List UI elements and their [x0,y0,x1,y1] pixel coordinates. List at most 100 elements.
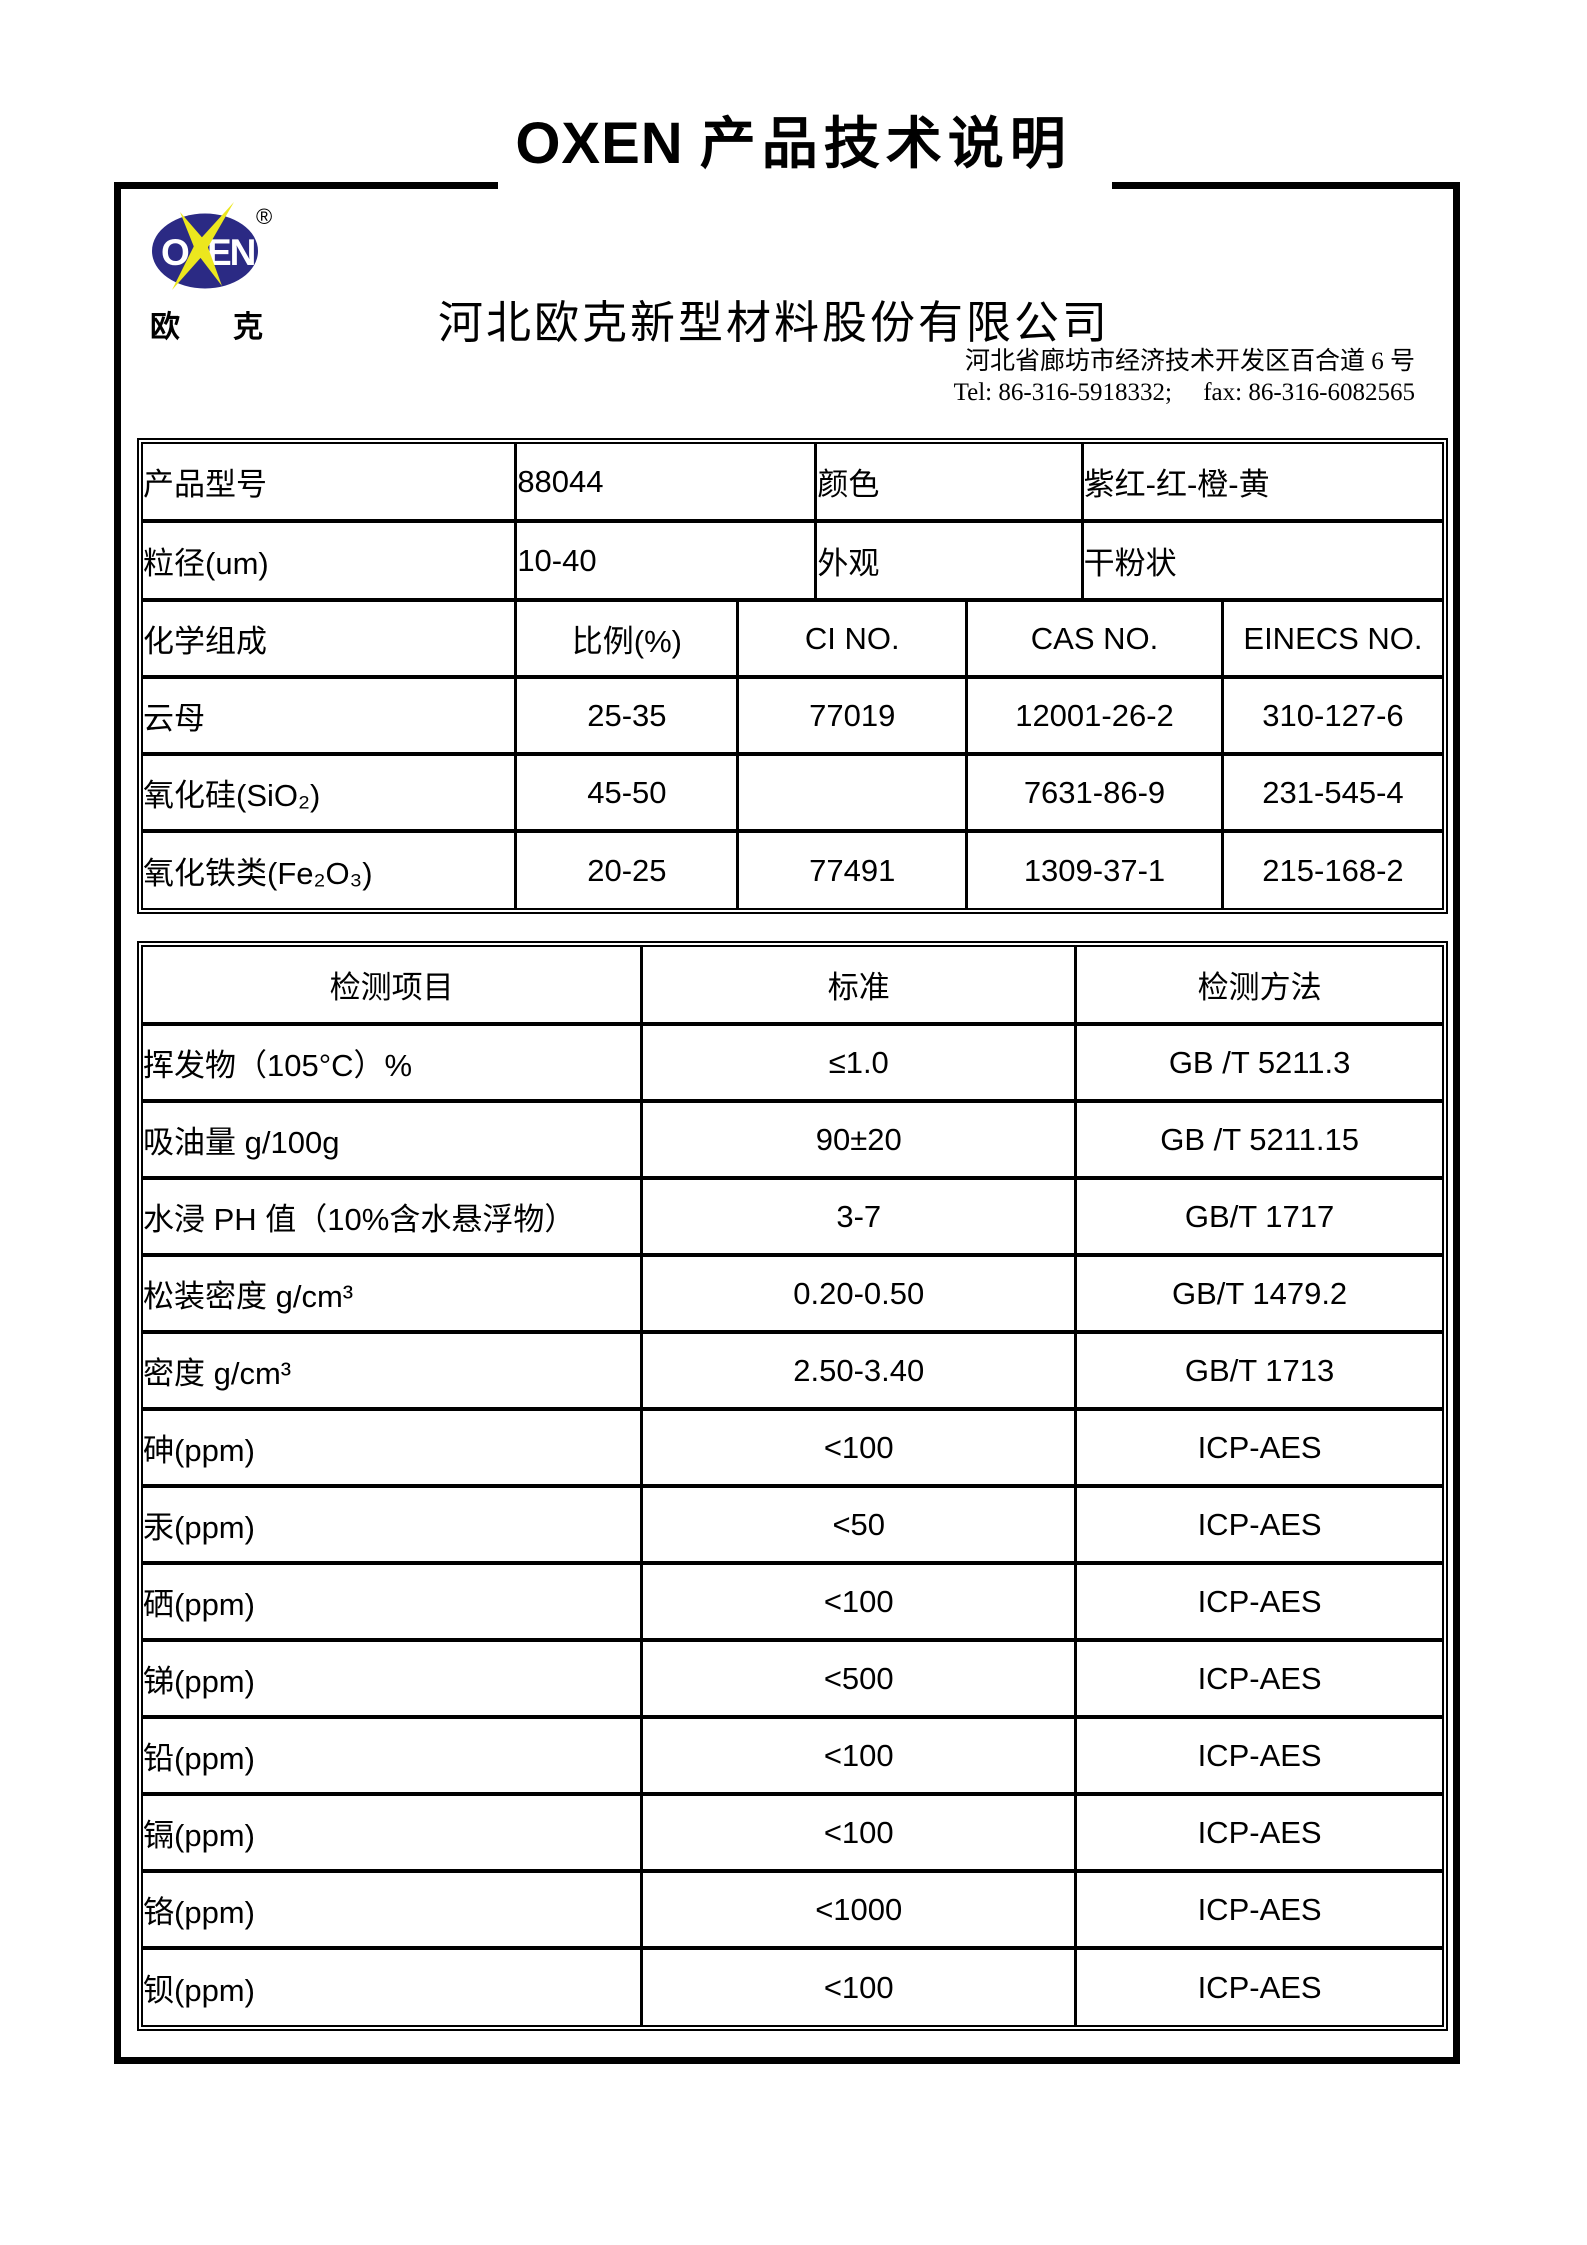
table-cell: 砷(ppm) [143,1407,644,1488]
x-star-icon [180,212,222,286]
table-row: 镉(ppm) <100 ICP-AES [143,1792,1442,1873]
table-cell: <100 [640,1407,1078,1488]
column-header: 化学组成 [143,598,518,679]
column-header: CAS NO. [965,598,1224,679]
table-cell: 粒径(um) [143,519,518,598]
table-cell: 77491 [736,829,969,908]
table-row: 汞(ppm) <50 ICP-AES [143,1484,1442,1565]
table-cell: 12001-26-2 [965,675,1224,756]
table-cell: 2.50-3.40 [640,1330,1078,1411]
page-title-en: OXEN [515,111,684,176]
table-cell: 1309-37-1 [965,829,1224,908]
table-cell: 紫红-红-橙-黄 [1080,444,1442,523]
table-row: 钡(ppm) <100 ICP-AES [143,1946,1442,2025]
table-cell: <100 [640,1561,1078,1642]
table-row: 铬(ppm) <1000 ICP-AES [143,1869,1442,1950]
table-cell: 吸油量 g/100g [143,1099,644,1180]
address-line: 河北省廊坊市经济技术开发区百合道 6 号 [964,348,1415,375]
contact-line: Tel: 86-316-5918332; fax: 86-316-6082565 [953,379,1415,406]
table-row: 松装密度 g/cm³ 0.20-0.50 GB/T 1479.2 [143,1253,1442,1334]
table-row: 吸油量 g/100g 90±20 GB /T 5211.15 [143,1099,1442,1180]
logo-cn-char: 欧 [150,311,180,344]
table-cell: 锑(ppm) [143,1638,644,1719]
table-cell: 25-35 [514,675,740,756]
column-header: CI NO. [736,598,969,679]
column-header: 检测方法 [1074,947,1442,1026]
table-cell: GB/T 1479.2 [1074,1253,1442,1334]
table-cell [736,752,969,833]
table-cell: 231-545-4 [1220,752,1442,833]
product-info-table: 产品型号 88044 颜色 紫红-红-橙-黄 粒径(um) 10-40 外观 干… [137,438,1448,914]
table-row: 锑(ppm) <500 ICP-AES [143,1638,1442,1719]
column-header: 检测项目 [143,947,644,1026]
table-row: 水浸 PH 值（10%含水悬浮物） 3-7 GB/T 1717 [143,1176,1442,1257]
company-address: 河北省廊坊市经济技术开发区百合道 6 号 Tel: 86-316-5918332… [954,346,1415,408]
oxen-logo-icon: O EN [152,202,258,290]
table-cell: <500 [640,1638,1078,1719]
table-cell: 氧化铁类(Fe₂O₃) [143,829,518,908]
table-header-row: 检测项目 标准 检测方法 [143,947,1442,1026]
table-cell: <100 [640,1715,1078,1796]
table-cell: ICP-AES [1074,1638,1442,1719]
table-cell: 3-7 [640,1176,1078,1257]
composition-grid: 化学组成 比例(%) CI NO. CAS NO. EINECS NO. 云母 … [143,598,1442,908]
table-row: 砷(ppm) <100 ICP-AES [143,1407,1442,1488]
table-cell: <100 [640,1946,1078,2025]
table-cell: 颜色 [814,444,1084,523]
table-cell: 汞(ppm) [143,1484,644,1565]
table-row: 铅(ppm) <100 ICP-AES [143,1715,1442,1796]
table-cell: GB/T 1713 [1074,1330,1442,1411]
table-cell: GB /T 5211.15 [1074,1099,1442,1180]
page-title: OXEN 产品技术说明 [0,112,1587,176]
table-row: 产品型号 88044 颜色 紫红-红-橙-黄 [143,444,1442,523]
table-cell: 90±20 [640,1099,1078,1180]
table-cell: ICP-AES [1074,1946,1442,2025]
table-row: 挥发物（105°C）% ≤1.0 GB /T 5211.3 [143,1022,1442,1103]
table-cell: <100 [640,1792,1078,1873]
table-cell: 云母 [143,675,518,756]
table-cell: 铬(ppm) [143,1869,644,1950]
table-cell: GB/T 1717 [1074,1176,1442,1257]
table-cell: ICP-AES [1074,1715,1442,1796]
test-items-grid: 检测项目 标准 检测方法 挥发物（105°C）% ≤1.0 GB /T 5211… [143,947,1442,2025]
table-cell: 0.20-0.50 [640,1253,1078,1334]
table-cell: 88044 [514,444,818,523]
table-cell: ICP-AES [1074,1869,1442,1950]
table-cell: 钡(ppm) [143,1946,644,2025]
page-border-title-gap [498,179,1112,193]
test-items-table: 检测项目 标准 检测方法 挥发物（105°C）% ≤1.0 GB /T 5211… [137,941,1448,2031]
logo-cn-char: 克 [233,311,263,344]
table-cell: 铅(ppm) [143,1715,644,1796]
table-cell: ICP-AES [1074,1561,1442,1642]
table-cell: <1000 [640,1869,1078,1950]
table-cell: <50 [640,1484,1078,1565]
column-header: 比例(%) [514,598,740,679]
column-header: EINECS NO. [1220,598,1442,679]
table-cell: 45-50 [514,752,740,833]
table-cell: 215-168-2 [1220,829,1442,908]
table-row: 氧化硅(SiO₂) 45-50 7631-86-9 231-545-4 [143,752,1442,833]
table-row: 云母 25-35 77019 12001-26-2 310-127-6 [143,675,1442,756]
table-row: 粒径(um) 10-40 外观 干粉状 [143,519,1442,598]
table-cell: 硒(ppm) [143,1561,644,1642]
logo-letters-en: EN [207,232,255,273]
table-cell: 镉(ppm) [143,1792,644,1873]
table-cell: 松装密度 g/cm³ [143,1253,644,1334]
table-row: 密度 g/cm³ 2.50-3.40 GB/T 1713 [143,1330,1442,1411]
table-cell: 10-40 [514,519,818,598]
table-cell: 77019 [736,675,969,756]
registered-mark: ® [256,204,273,229]
table-cell: 20-25 [514,829,740,908]
table-cell: 密度 g/cm³ [143,1330,644,1411]
table-header-row: 化学组成 比例(%) CI NO. CAS NO. EINECS NO. [143,598,1442,679]
table-cell: ICP-AES [1074,1484,1442,1565]
company-name: 河北欧克新型材料股份有限公司 [438,298,1111,348]
table-cell: 7631-86-9 [965,752,1224,833]
table-cell: ICP-AES [1074,1792,1442,1873]
table-cell: 干粉状 [1080,519,1442,598]
table-cell: 氧化硅(SiO₂) [143,752,518,833]
table-cell: 产品型号 [143,444,518,523]
table-row: 硒(ppm) <100 ICP-AES [143,1561,1442,1642]
column-header: 标准 [640,947,1078,1026]
table-cell: ICP-AES [1074,1407,1442,1488]
